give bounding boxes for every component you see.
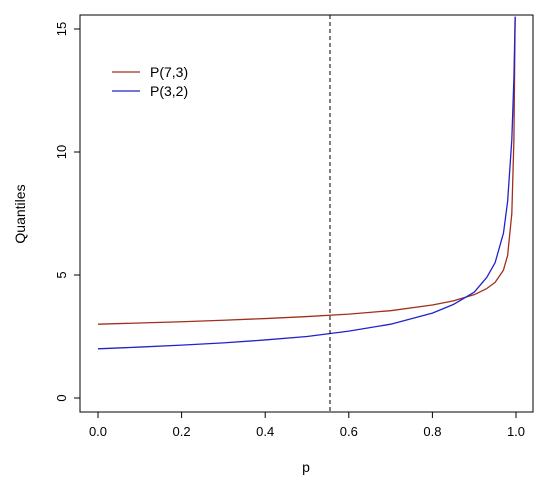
y-axis: 0 5 10 15 — [54, 22, 80, 402]
x-axis: 0.0 0.2 0.4 0.6 0.8 1.0 — [89, 412, 525, 439]
plot-frame — [79, 14, 534, 413]
x-axis-title: p — [302, 459, 310, 475]
x-tick-label: 0.2 — [173, 424, 191, 439]
x-tick-label: 0.4 — [256, 424, 274, 439]
y-tick-label: 0 — [54, 394, 69, 401]
y-tick-label: 5 — [54, 271, 69, 278]
legend: P(7,3) P(3,2) — [112, 64, 188, 99]
x-tick-label: 0.0 — [89, 424, 107, 439]
series-layer — [97, 16, 516, 350]
legend-label: P(7,3) — [150, 64, 188, 80]
x-tick-label: 0.8 — [423, 424, 441, 439]
y-tick-label: 10 — [54, 145, 69, 159]
series-line-1 — [97, 16, 516, 325]
y-tick-label: 15 — [54, 22, 69, 36]
y-axis-title: Quantiles — [12, 184, 28, 243]
series-line-2 — [97, 16, 516, 350]
x-tick-label: 0.6 — [340, 424, 358, 439]
legend-label: P(3,2) — [150, 83, 188, 99]
x-tick-label: 1.0 — [507, 424, 525, 439]
